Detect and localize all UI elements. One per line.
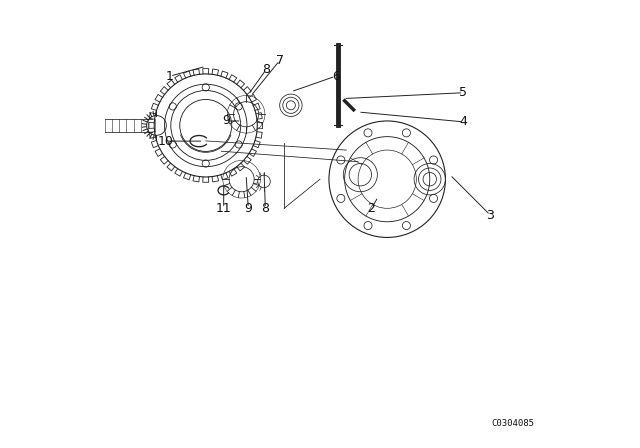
Text: 3: 3 (486, 208, 494, 222)
Text: 7: 7 (276, 54, 284, 67)
Text: 8: 8 (262, 63, 270, 76)
Text: 10: 10 (157, 134, 173, 148)
Text: 2: 2 (367, 202, 376, 215)
Text: 1: 1 (166, 69, 174, 83)
Text: 11: 11 (216, 202, 232, 215)
Text: 5: 5 (460, 86, 467, 99)
Text: 8: 8 (261, 202, 269, 215)
Text: 9: 9 (244, 202, 252, 215)
Text: C0304085: C0304085 (491, 419, 534, 428)
Text: 4: 4 (460, 115, 467, 129)
Text: 9: 9 (222, 114, 230, 128)
Text: 6: 6 (332, 69, 340, 83)
